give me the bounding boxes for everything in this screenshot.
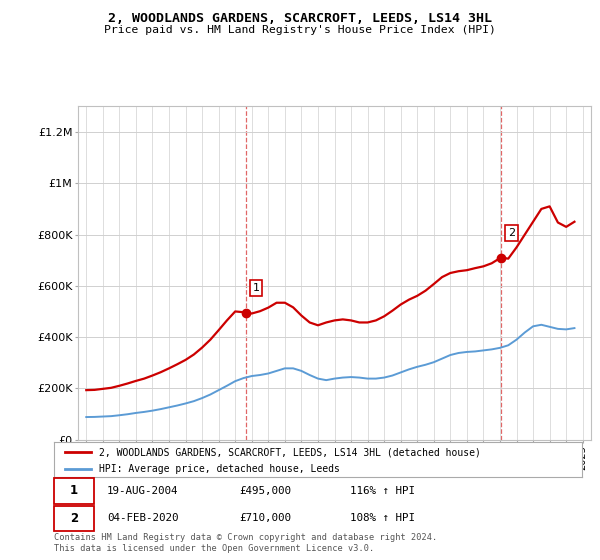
FancyBboxPatch shape xyxy=(54,506,94,531)
Text: £710,000: £710,000 xyxy=(239,514,291,524)
Text: 2, WOODLANDS GARDENS, SCARCROFT, LEEDS, LS14 3HL (detached house): 2, WOODLANDS GARDENS, SCARCROFT, LEEDS, … xyxy=(99,447,481,457)
Text: 1: 1 xyxy=(70,484,78,497)
Text: 2: 2 xyxy=(508,228,515,238)
FancyBboxPatch shape xyxy=(54,478,94,503)
Text: 2: 2 xyxy=(70,512,78,525)
Text: Contains HM Land Registry data © Crown copyright and database right 2024.
This d: Contains HM Land Registry data © Crown c… xyxy=(54,533,437,553)
Text: Price paid vs. HM Land Registry's House Price Index (HPI): Price paid vs. HM Land Registry's House … xyxy=(104,25,496,35)
Text: 116% ↑ HPI: 116% ↑ HPI xyxy=(350,486,415,496)
Text: HPI: Average price, detached house, Leeds: HPI: Average price, detached house, Leed… xyxy=(99,464,340,474)
Text: 04-FEB-2020: 04-FEB-2020 xyxy=(107,514,178,524)
Text: 1: 1 xyxy=(253,283,259,293)
Text: 2, WOODLANDS GARDENS, SCARCROFT, LEEDS, LS14 3HL: 2, WOODLANDS GARDENS, SCARCROFT, LEEDS, … xyxy=(108,12,492,25)
Text: 108% ↑ HPI: 108% ↑ HPI xyxy=(350,514,415,524)
Text: £495,000: £495,000 xyxy=(239,486,291,496)
Text: 19-AUG-2004: 19-AUG-2004 xyxy=(107,486,178,496)
